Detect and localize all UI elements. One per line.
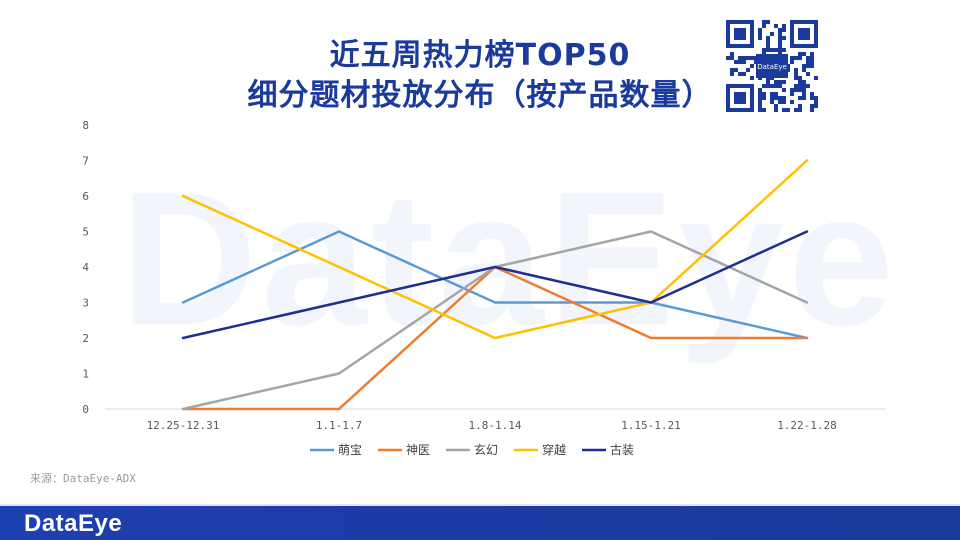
x-tick-label: 1.22-1.28 xyxy=(777,419,837,432)
y-tick-label: 8 xyxy=(82,119,89,132)
x-tick-label: 1.1-1.7 xyxy=(316,419,362,432)
y-tick-label: 0 xyxy=(82,403,89,416)
x-tick-label: 1.15-1.21 xyxy=(621,419,681,432)
series-line-古装 xyxy=(181,230,809,340)
series-line-穿越 xyxy=(181,159,809,340)
legend-label-古装: 古装 xyxy=(610,442,634,457)
line-chart: 0 1 2 3 4 5 6 7 8 12.25-12.31 1.1-1.7 1.8-1.14 1.15-… xyxy=(82,119,885,457)
y-tick-label: 5 xyxy=(82,226,89,239)
source-note: 来源：DataEye-ADX xyxy=(30,472,136,485)
footer-logo: DataEye xyxy=(24,510,123,537)
chart-title-line1: 近五周热力榜TOP50 xyxy=(329,38,631,73)
footer-divider xyxy=(0,504,960,506)
footer-bar: DataEye xyxy=(0,506,960,540)
y-tick-label: 1 xyxy=(82,368,89,381)
qr-code: DataEye xyxy=(726,20,818,112)
y-tick-label: 3 xyxy=(82,297,89,310)
legend-label-神医: 神医 xyxy=(406,443,430,457)
legend-label-萌宝: 萌宝 xyxy=(338,443,362,457)
y-tick-label: 7 xyxy=(82,155,89,168)
series-line-玄幻 xyxy=(181,230,809,411)
series-line-萌宝 xyxy=(181,230,809,340)
qr-label: DataEye xyxy=(757,63,787,71)
legend-label-玄幻: 玄幻 xyxy=(474,442,498,457)
x-tick-label: 12.25-12.31 xyxy=(147,419,220,432)
y-tick-label: 4 xyxy=(82,261,89,274)
y-tick-label: 6 xyxy=(82,190,89,203)
chart-title-line2: 细分题材投放分布（按产品数量） xyxy=(247,78,713,113)
legend-label-穿越: 穿越 xyxy=(542,442,566,457)
x-tick-label: 1.8-1.14 xyxy=(469,419,522,432)
y-tick-label: 2 xyxy=(82,332,89,345)
